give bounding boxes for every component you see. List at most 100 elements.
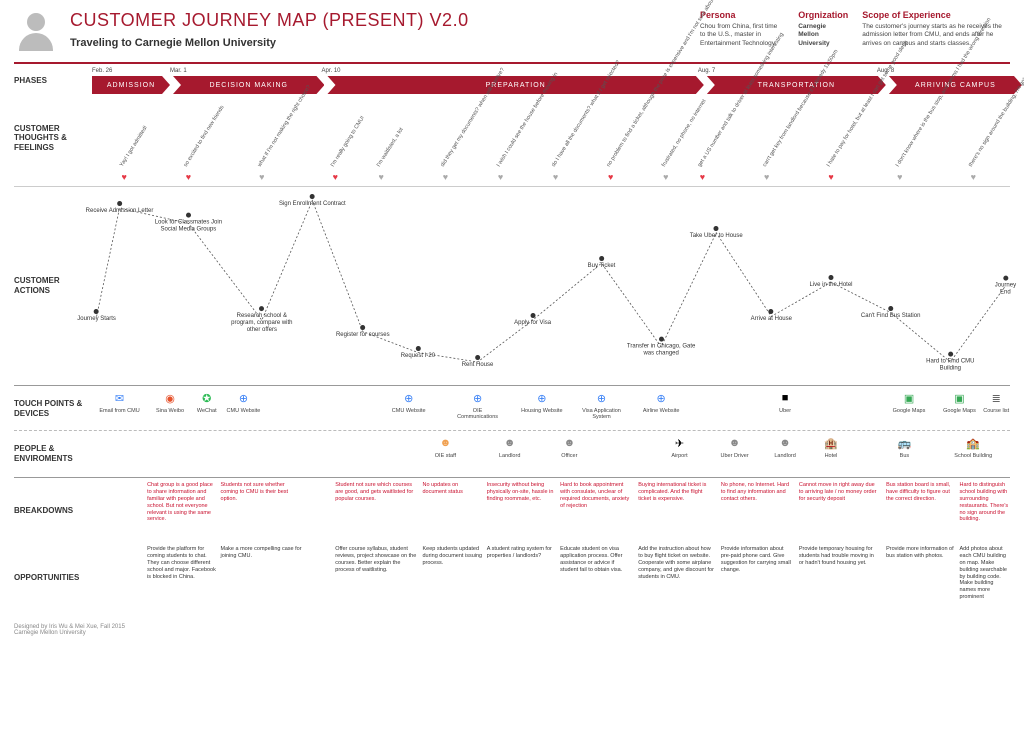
actions-row: CUSTOMER ACTIONS Journey StartsReceive A… [14,191,1010,381]
opp-row-cell: Add the instruction about how to buy fli… [638,546,716,580]
channel-icon: 🚌 [896,435,912,451]
icon-cell: ☻OIE staff [422,435,468,459]
heart-icon: ♥ [121,172,126,182]
channel-icon: 🏨 [823,435,839,451]
thought-text: so excited to find new friends [183,105,226,168]
channel-icon: ⊕ [470,390,486,406]
meta-col: Scope of ExperienceThe customer's journe… [862,10,1010,48]
icon-cell: ☻Landlord [487,435,533,459]
thoughts-band: Yay! I got admitted! ♥ so excited to find … [92,94,1010,182]
thought-text: I hate to pay for hotel, but at least I … [826,40,909,168]
opp-row-cell: Offer course syllabus, student reviews, … [335,546,418,574]
actions-band: Journey StartsReceive Admission LetterLo… [92,191,1010,381]
thoughts-label: CUSTOMER THOUGHTS & FEELINGS [14,94,92,182]
icon-cell: ⊕CMU Website [386,390,432,414]
icon-cell: ☻Uber Driver [712,435,758,459]
thought-text: I'm really going to CMU! [330,115,366,168]
opp-row-cell: Provide information about pre-paid phone… [721,546,794,574]
actions-label: CUSTOMER ACTIONS [14,191,92,381]
channel-icon: ☻ [561,435,577,451]
channel-icon: ✈ [672,435,688,451]
thought-text: Yay! I got admitted! [119,125,149,168]
icon-cell: 🏫School Building [950,435,996,459]
heart-icon: ♥ [378,172,383,182]
opp-row-cell: Make a more compelling case for joining … [221,546,304,560]
phases-label: PHASES [14,68,92,94]
action-point: Journey Starts [77,309,116,323]
thoughts-divider [14,186,1010,187]
people-label: PEOPLE & ENVIROMENTS [14,435,92,473]
action-point: Rent House [462,355,494,369]
icon-cell: ⊕OIE Communications [455,390,501,420]
action-point: Receive Admission Letter [86,201,154,215]
icon-cell: 🚌Bus [881,435,927,459]
break-row-cell: Student not sure which courses are good,… [335,482,418,503]
action-point: Take Uber to House [690,226,743,240]
break-row-cell: Cannot move in right away due to arrivin… [799,482,877,503]
channel-icon: ⊕ [235,390,251,406]
opp-row-cell: Keep students updated during document is… [422,546,482,567]
icon-cell: ≣Course list [973,390,1019,414]
action-point: Arrive at House [751,309,792,323]
opp-row-cell: Educate student on visa application proc… [560,546,633,574]
action-point: Sign Enrollment Contract [279,194,346,208]
icon-cell: ⊕Housing Website [519,390,565,414]
page-title: CUSTOMER JOURNEY MAP (PRESENT) V2.0 [70,10,688,31]
icon-cell: 🏨Hotel [808,435,854,459]
people-divider [14,477,1010,478]
action-point: Transfer in Chicago, Gate was changed [626,336,696,357]
heart-icon: ♥ [971,172,976,182]
channel-icon: ▣ [901,390,917,406]
icon-cell: ⊕CMU Website [220,390,266,414]
breakdowns-row: BREAKDOWNS Chat group is a good place to… [14,482,1010,540]
action-point: Can't Find Bus Station [861,306,921,320]
people-row: PEOPLE & ENVIROMENTS ☻OIE staff ☻Landlord… [14,435,1010,473]
channel-icon: ✉ [112,390,128,406]
thought-text: I'm waitlisted, a lot [376,127,405,168]
opp-row-cell: Provide the platform for coming students… [147,546,216,580]
heart-icon: ♥ [663,172,668,182]
page-subtitle: Traveling to Carnegie Mellon University [70,37,688,49]
heart-icon: ♥ [443,172,448,182]
touchpoints-band: ✉Email from CMU◉Sina Weibo✪WeChat⊕CMU We… [92,390,1010,428]
break-row-cell: Students not sure whether coming to CMU … [221,482,304,503]
opportunities-row: OPPORTUNITIES Provide the platform for c… [14,546,1010,610]
break-row-cell: Bus station board is small, have difficu… [886,482,955,503]
thought-text: what if I'm not making the right choice? [257,84,312,168]
channel-icon: ▣ [952,390,968,406]
actions-divider [14,385,1010,386]
icon-cell: ⊕Airline Website [638,390,684,414]
header-divider [14,62,1010,64]
break-row-cell: Buying international ticket is complicat… [638,482,716,503]
header: CUSTOMER JOURNEY MAP (PRESENT) V2.0 Trav… [14,10,1010,54]
heart-icon: ♥ [498,172,503,182]
phase-preparation: PREPARATION [327,76,703,94]
channel-icon: ☻ [727,435,743,451]
channel-icon: ✪ [199,390,215,406]
opp-row-cell: A student rating system for properties /… [487,546,556,560]
footer-org: Carnegie Mellon University [14,630,1010,636]
touchpoints-divider [14,430,1010,431]
action-point: Register for courses [336,325,390,339]
heart-icon: ♥ [764,172,769,182]
break-row-cell: Insecurity without being physically on-s… [487,482,556,503]
action-point: Buy Ticket [588,256,616,270]
channel-icon: ⊕ [593,390,609,406]
action-point: Research school & program, compare with … [227,306,297,334]
icon-cell: ⊕Visa Application System [578,390,624,420]
persona-avatar [14,10,58,54]
heart-icon: ♥ [700,172,705,182]
phases-row: PHASES Feb. 26Mar. 1Apr. 10Aug. 7Aug. 8 … [14,68,1010,94]
people-band: ☻OIE staff☻Landlord☻Officer✈Airport☻Uber… [92,435,1010,473]
breakdowns-band: Chat group is a good place to share info… [92,482,1010,540]
phase-transportation: TRANSPORTATION [707,76,886,94]
phase-dates: Feb. 26Mar. 1Apr. 10Aug. 7Aug. 8 [92,68,1010,74]
meta-col: OrgnizationCarnegie Mellon University [798,10,848,48]
opp-row-cell: Provide temporary housing for students h… [799,546,877,567]
action-point: Journey End [995,276,1016,297]
channel-icon: 🏫 [965,435,981,451]
break-row-cell: Chat group is a good place to share info… [147,482,216,523]
channel-icon: ■ [777,390,793,406]
touchpoints-label: TOUCH POINTS & DEVICES [14,390,92,428]
icon-cell: ▣Google Maps [886,390,932,414]
